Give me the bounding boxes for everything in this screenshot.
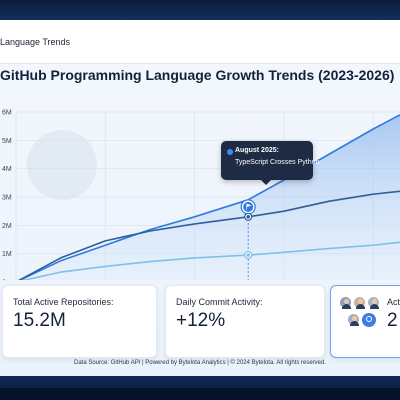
line-chart: 01M2M3M4M5M6M20212022202320242025 bbox=[2, 110, 400, 281]
annotation-tooltip: August 2025: TypeScript Crosses Python bbox=[221, 141, 319, 185]
avatar bbox=[339, 296, 352, 309]
y-tick-label: 5M bbox=[2, 138, 12, 145]
y-tick-label: 3M bbox=[2, 195, 12, 202]
y-tick-label: 6M bbox=[2, 110, 12, 117]
chart-title: GitHub Programming Language Growth Trend… bbox=[0, 67, 395, 83]
y-tick-label: 1M bbox=[2, 251, 12, 258]
y-tick-label: 0 bbox=[2, 280, 6, 281]
stat-value: 2 bbox=[387, 310, 398, 331]
series-line-2 bbox=[21, 241, 400, 280]
series-line-0 bbox=[18, 114, 400, 280]
users-icon bbox=[362, 313, 376, 327]
app-screen: Language Trends GitHub Programming Langu… bbox=[0, 20, 400, 376]
avatar bbox=[353, 296, 366, 309]
monitor-stand bbox=[0, 388, 400, 400]
footer-credits: Data Source: GitHub API | Powered by Byt… bbox=[74, 360, 326, 366]
series-area-0 bbox=[20, 114, 400, 280]
github-watermark-icon bbox=[27, 130, 97, 200]
series-line-1 bbox=[18, 190, 400, 280]
avatar bbox=[347, 313, 360, 326]
app-header: Language Trends bbox=[0, 20, 400, 64]
stat-label: Daily Commit Activity: bbox=[176, 297, 263, 307]
tooltip-tail bbox=[261, 180, 271, 185]
monitor-bezel-bottom bbox=[0, 376, 400, 400]
stat-label: Acti bbox=[387, 297, 400, 307]
data-point-marker-inner bbox=[246, 215, 250, 219]
stat-card-repositories[interactable]: Total Active Repositories: 15.2M bbox=[2, 285, 157, 358]
y-tick-label: 2M bbox=[2, 223, 12, 230]
flag-icon bbox=[246, 203, 252, 210]
data-point-marker-inner bbox=[246, 253, 250, 257]
avatar bbox=[367, 296, 380, 309]
app-title: Language Trends bbox=[0, 37, 71, 47]
stat-label: Total Active Repositories: bbox=[13, 297, 114, 307]
monitor-bezel-top bbox=[0, 0, 400, 20]
stat-card-active-users[interactable]: Acti 2 bbox=[330, 285, 400, 358]
stat-value: +12% bbox=[176, 310, 226, 331]
flag-marker-inner bbox=[243, 201, 254, 212]
stat-card-commits[interactable]: Daily Commit Activity: +12% bbox=[165, 285, 325, 358]
tooltip-text: TypeScript Crosses Python bbox=[235, 159, 320, 166]
tooltip-dot-icon bbox=[227, 149, 233, 155]
stat-value: 15.2M bbox=[13, 310, 66, 331]
y-tick-label: 4M bbox=[2, 166, 12, 173]
tooltip-title: August 2025: bbox=[235, 147, 279, 154]
